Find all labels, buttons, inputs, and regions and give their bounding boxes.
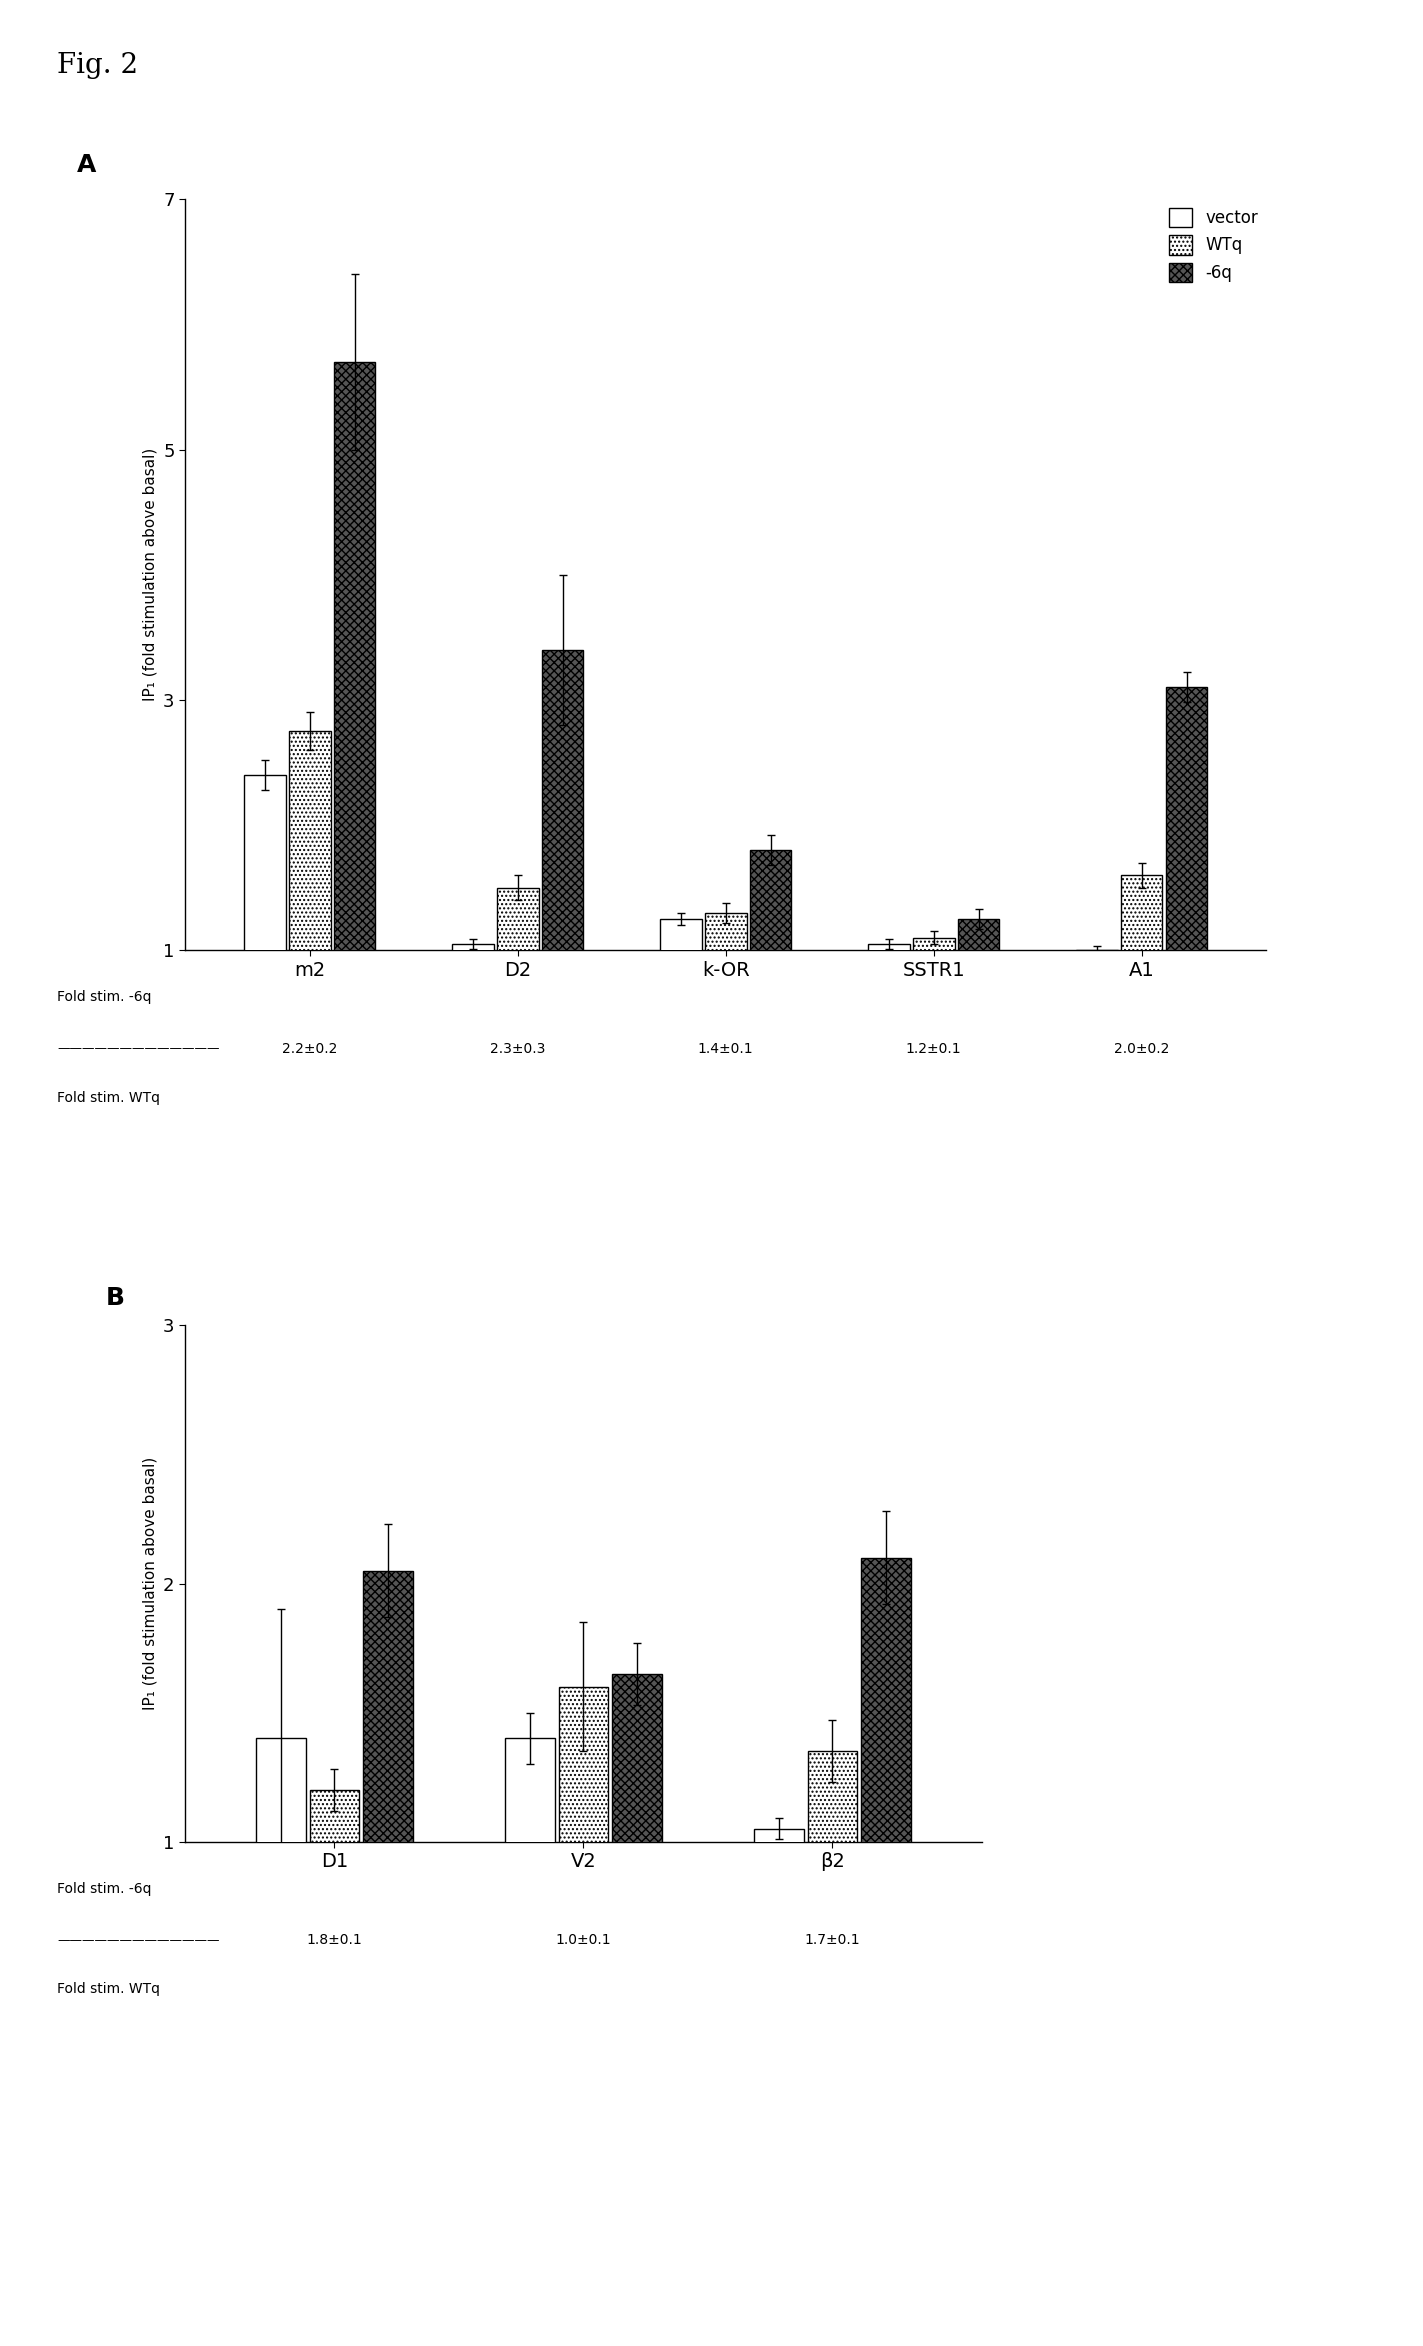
Bar <box>914 938 955 1074</box>
Legend: vector, WTq, -6q: vector, WTq, -6q <box>1168 209 1258 282</box>
Bar <box>861 1558 911 2100</box>
Text: 1.7±0.1: 1.7±0.1 <box>804 1933 861 1947</box>
Bar <box>245 774 286 1074</box>
Bar <box>453 943 494 1074</box>
Text: A: A <box>77 152 97 176</box>
Bar <box>289 732 330 1074</box>
Bar <box>363 1572 413 2100</box>
Bar <box>542 650 583 1074</box>
Bar <box>958 920 999 1074</box>
Bar <box>497 887 538 1074</box>
Text: 2.2±0.2: 2.2±0.2 <box>282 1042 337 1056</box>
Text: B: B <box>105 1286 124 1309</box>
Text: 1.4±0.1: 1.4±0.1 <box>697 1042 754 1056</box>
Bar <box>660 920 702 1074</box>
Bar <box>754 1830 804 2100</box>
Bar <box>505 1738 555 2100</box>
Bar <box>310 1790 360 2100</box>
Text: 2.0±0.2: 2.0±0.2 <box>1114 1042 1170 1056</box>
Bar <box>1165 687 1207 1074</box>
Text: 1.8±0.1: 1.8±0.1 <box>306 1933 363 1947</box>
Text: Fold stim. WTq: Fold stim. WTq <box>57 1982 159 1996</box>
Text: 1.2±0.1: 1.2±0.1 <box>906 1042 962 1056</box>
Text: 1.0±0.1: 1.0±0.1 <box>555 1933 612 1947</box>
Bar <box>808 1750 857 2100</box>
Text: Fig. 2: Fig. 2 <box>57 52 138 80</box>
Bar <box>868 943 909 1074</box>
Text: —————————————: ————————————— <box>57 1933 219 1947</box>
Bar <box>704 913 747 1074</box>
Text: —————————————: ————————————— <box>57 1042 219 1056</box>
Text: Fold stim. -6q: Fold stim. -6q <box>57 990 151 1004</box>
Y-axis label: IP₁ (fold stimulation above basal): IP₁ (fold stimulation above basal) <box>142 1457 158 1710</box>
Text: Fold stim. -6q: Fold stim. -6q <box>57 1881 151 1896</box>
Bar <box>1076 950 1117 1074</box>
Bar <box>1121 875 1163 1074</box>
Bar <box>334 361 376 1074</box>
Bar <box>750 849 791 1074</box>
Text: 2.3±0.3: 2.3±0.3 <box>490 1042 545 1056</box>
Text: Fold stim. WTq: Fold stim. WTq <box>57 1091 159 1105</box>
Bar <box>256 1738 306 2100</box>
Bar <box>612 1675 662 2100</box>
Bar <box>558 1687 609 2100</box>
Y-axis label: IP₁ (fold stimulation above basal): IP₁ (fold stimulation above basal) <box>142 448 158 701</box>
